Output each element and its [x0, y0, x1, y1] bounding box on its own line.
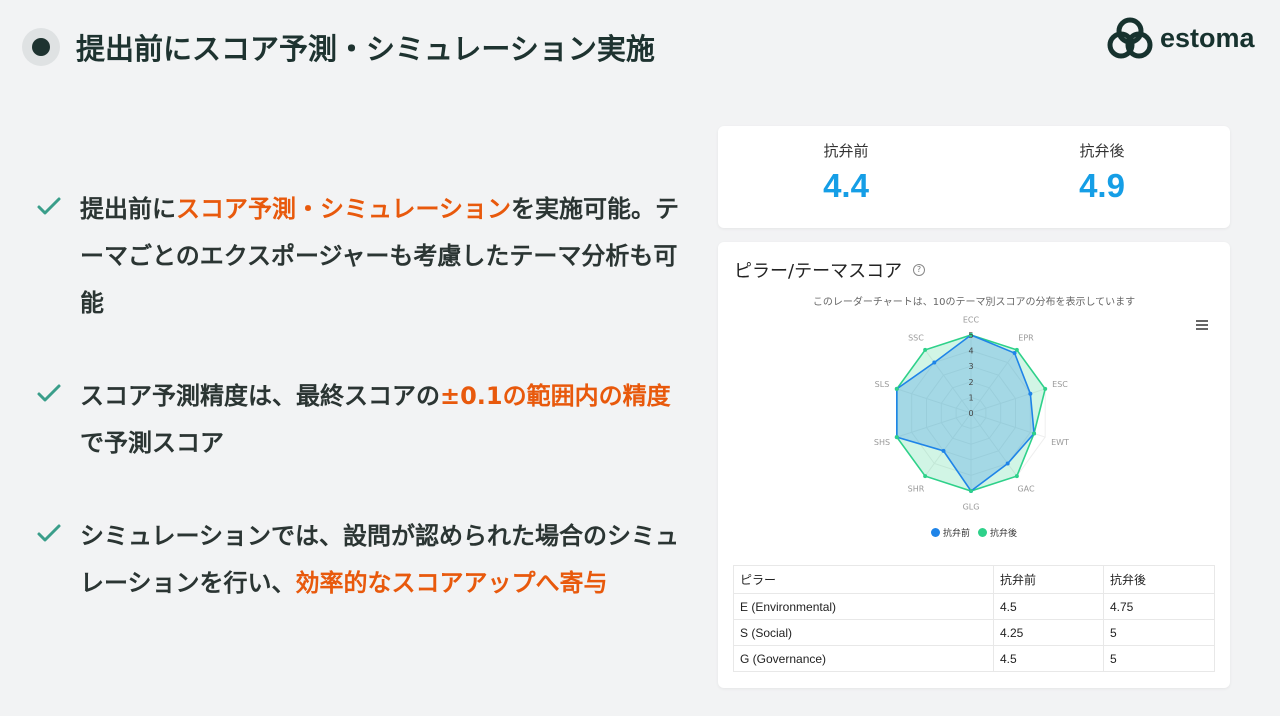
- axis-label: GLG: [963, 503, 980, 512]
- axis-label: SSC: [908, 333, 924, 342]
- feature-item: スコア予測精度は、最終スコアの±0.1の範囲内の精度で予測スコア: [36, 373, 686, 467]
- estoma-logo: estoma: [1106, 16, 1255, 60]
- grid-spoke: [970, 349, 1018, 414]
- data-point: [1012, 351, 1017, 356]
- grid-spoke: [896, 412, 972, 438]
- feature-list: 提出前にスコア予測・シミュレーションを実施可能。テーマごとのエクスポージャーも考…: [36, 186, 686, 653]
- data-point: [969, 489, 973, 493]
- data-point: [941, 448, 946, 453]
- radial-tick-label: 1: [968, 393, 973, 402]
- highlight-text: 効率的なスコアアップへ寄与: [295, 569, 608, 597]
- data-point: [1014, 474, 1019, 479]
- text-segment: 提出前に: [80, 195, 176, 223]
- legend-marker-icon: [978, 528, 987, 537]
- axis-label: ECC: [963, 315, 980, 324]
- table-cell: 4.5: [993, 593, 1104, 620]
- column-header: ピラー: [733, 565, 994, 594]
- data-point: [1028, 391, 1033, 396]
- text-segment: を実施可能。テーマごとのエクスポージャーも考慮したテーマ分析も可能: [80, 195, 680, 317]
- check-icon: [36, 513, 80, 607]
- data-point: [1005, 461, 1010, 466]
- chart-title: ピラー/テーマスコア: [734, 261, 903, 282]
- score-value: 4.9: [1079, 167, 1125, 204]
- table-cell: E (Environmental): [733, 593, 994, 620]
- table-cell: 5: [1103, 645, 1215, 672]
- column-header: 抗弁後: [1103, 565, 1215, 594]
- pillar-theme-score-card: ピラー/テーマスコア ? このレーダーチャートは、10のテーマ別スコアの分布を表…: [718, 242, 1230, 688]
- score-label: 抗弁前: [823, 142, 869, 160]
- radial-tick-label: 5: [968, 331, 973, 340]
- score-label: 抗弁後: [1079, 142, 1125, 160]
- data-point: [1014, 347, 1019, 352]
- text-segment: で予測スコア: [80, 429, 224, 457]
- question-circle-icon[interactable]: ?: [913, 264, 925, 276]
- score-value: 4.4: [823, 167, 869, 204]
- score-before: 抗弁前 4.4: [718, 126, 974, 228]
- highlight-text: スコア予測・シミュレーション: [176, 195, 512, 223]
- feature-text: シミュレーションでは、設問が認められた場合のシミュレーションを行い、効率的なスコ…: [80, 513, 686, 607]
- axis-label: SHR: [908, 485, 925, 494]
- legend-label: 抗弁後: [990, 529, 1018, 539]
- data-point: [932, 360, 937, 365]
- legend-marker-icon: [930, 528, 940, 537]
- table-cell: 4.25: [993, 619, 1104, 646]
- table-cell: 5: [1103, 619, 1215, 646]
- table-cell: S (Social): [733, 619, 994, 646]
- axis-label: GAC: [1017, 485, 1035, 494]
- pillar-score-table: ピラー 抗弁前 抗弁後 E (Environmental) 4.5 4.75 S (S…: [733, 565, 1215, 672]
- chart-legend: 抗弁前 抗弁後: [718, 526, 1230, 540]
- logo-mark-icon: [1107, 17, 1153, 59]
- data-point: [1043, 386, 1048, 391]
- feature-item: 提出前にスコア予測・シミュレーションを実施可能。テーマごとのエクスポージャーも考…: [36, 186, 686, 327]
- grid-spoke: [970, 388, 1046, 414]
- grid-spoke: [970, 412, 1018, 477]
- page-title: 提出前にスコア予測・シミュレーション実施: [76, 32, 655, 66]
- table-row: E (Environmental) 4.5 4.75: [733, 593, 1215, 620]
- grid-spoke: [924, 412, 972, 477]
- data-point: [894, 386, 899, 391]
- chart-subtitle: このレーダーチャートは、10のテーマ別スコアの分布を表示しています: [812, 297, 1136, 308]
- radial-tick-label: 2: [968, 378, 973, 387]
- data-point: [923, 347, 928, 352]
- hamburger-menu-icon[interactable]: [1196, 320, 1208, 332]
- axis-label: EWT: [1051, 438, 1069, 447]
- score-after: 抗弁後 4.9: [974, 126, 1230, 228]
- table-cell: G (Governance): [733, 645, 994, 672]
- column-header: 抗弁前: [993, 565, 1104, 594]
- axis-label: SHS: [874, 438, 890, 447]
- grid-spoke: [924, 349, 972, 414]
- check-icon: [36, 373, 80, 467]
- axis-label: SLS: [875, 380, 890, 389]
- data-point: [894, 435, 899, 440]
- feature-item: シミュレーションでは、設問が認められた場合のシミュレーションを行い、効率的なスコ…: [36, 513, 686, 607]
- text-segment: シミュレーションでは、設問が認められた場合のシミュレーションを行い、: [80, 522, 680, 597]
- grid-spoke: [896, 388, 972, 414]
- check-icon: [36, 186, 80, 327]
- data-point: [969, 333, 973, 337]
- table-row: G (Governance) 4.5 5: [733, 645, 1215, 672]
- highlight-text: ±0.1の範囲内の精度: [440, 382, 671, 410]
- data-point: [923, 474, 928, 479]
- table-row: S (Social) 4.25 5: [733, 619, 1215, 646]
- axis-label: ESC: [1052, 380, 1068, 389]
- data-point: [1032, 431, 1037, 436]
- radial-tick-label: 0: [968, 409, 973, 418]
- legend-item[interactable]: 抗弁前: [930, 526, 970, 539]
- radial-tick-label: 3: [968, 362, 973, 371]
- axis-label: EPR: [1018, 333, 1034, 342]
- header-bullet-icon: [22, 28, 60, 66]
- legend-item[interactable]: 抗弁後: [978, 526, 1017, 539]
- legend-label: 抗弁前: [942, 529, 970, 539]
- text-segment: スコア予測精度は、最終スコアの: [80, 382, 440, 410]
- radar-chart: 0 1 2 3 4 5 ECC EPR ESC EWT GAC GLG SHR SHS SLS SSC: [874, 315, 1069, 512]
- table-cell: 4.5: [993, 645, 1104, 672]
- feature-text: 提出前にスコア予測・シミュレーションを実施可能。テーマごとのエクスポージャーも考…: [80, 186, 686, 327]
- feature-text: スコア予測精度は、最終スコアの±0.1の範囲内の精度で予測スコア: [80, 373, 686, 467]
- table-cell: 4.75: [1103, 593, 1215, 620]
- radial-tick-label: 4: [968, 347, 973, 356]
- logo-text: estoma: [1160, 22, 1255, 53]
- score-summary-card: 抗弁前 4.4 抗弁後 4.9: [718, 126, 1230, 228]
